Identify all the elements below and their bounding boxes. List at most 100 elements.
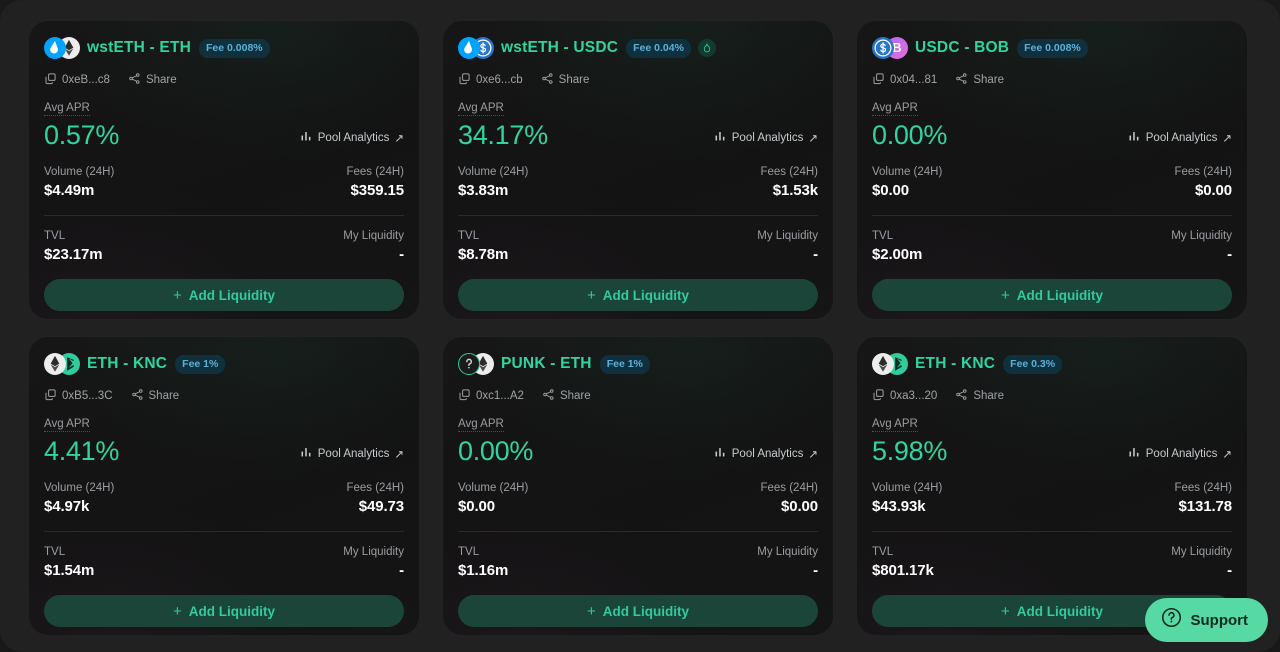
pool-analytics-link[interactable]: Pool Analytics ↗: [300, 446, 404, 465]
share-button[interactable]: Share: [128, 72, 177, 88]
volume-24h-stat: Volume (24H) $4.97k: [44, 482, 114, 515]
tvl-stat: TVL $801.17k: [872, 546, 934, 579]
add-liquidity-label: Add Liquidity: [188, 287, 275, 303]
add-liquidity-button[interactable]: + Add Liquidity: [872, 279, 1232, 312]
bar-chart-icon: [300, 446, 312, 461]
my-liquidity-label: My Liquidity: [1171, 546, 1232, 559]
card-divider: [44, 531, 404, 533]
add-liquidity-button[interactable]: + Add Liquidity: [44, 279, 404, 312]
token-pair-icons: B: [872, 37, 908, 59]
fees-24h-stat: Fees (24H) $0.00: [1174, 166, 1232, 199]
volume-24h-label: Volume (24H): [458, 166, 529, 179]
external-arrow-icon: ↗: [394, 132, 404, 145]
volume-fees-row: Volume (24H) $3.83m Fees (24H) $1.53k: [458, 166, 818, 199]
pool-analytics-link[interactable]: Pool Analytics ↗: [714, 130, 818, 149]
share-button[interactable]: Share: [542, 388, 591, 404]
volume-24h-label: Volume (24H): [872, 482, 943, 495]
my-liquidity-stat: My Liquidity -: [343, 230, 404, 263]
share-button[interactable]: Share: [131, 388, 179, 404]
pool-card[interactable]: wstETH - USDC Fee 0.04% 0xe6...cb Share Avg …: [442, 20, 834, 320]
add-liquidity-button[interactable]: + Add Liquidity: [44, 595, 404, 628]
tvl-liquidity-row: TVL $1.54m My Liquidity -: [44, 546, 404, 579]
pool-analytics-link[interactable]: Pool Analytics ↗: [1128, 446, 1232, 465]
external-arrow-icon: ↗: [394, 448, 404, 461]
pool-card[interactable]: wstETH - ETH Fee 0.008% 0xeB...c8 Share Avg …: [28, 20, 420, 320]
plus-icon: +: [1001, 286, 1010, 304]
share-label: Share: [559, 390, 591, 402]
copy-address-button[interactable]: 0x04...81: [872, 72, 937, 88]
pool-meta-row: 0xeB...c8 Share: [44, 72, 404, 88]
pool-card-header: wstETH - ETH Fee 0.008%: [44, 35, 404, 61]
tvl-value: $2.00m: [872, 246, 923, 264]
tvl-stat: TVL $1.16m: [458, 546, 508, 579]
pool-card-header: wstETH - USDC Fee 0.04%: [458, 35, 818, 61]
pool-pair-name: PUNK - ETH: [501, 355, 592, 372]
fee-badge: Fee 1%: [175, 354, 226, 374]
unknown-token-icon: [458, 353, 480, 375]
plus-icon: +: [587, 602, 596, 620]
fees-24h-label: Fees (24H): [760, 166, 818, 179]
share-icon: [541, 72, 559, 88]
fees-24h-label: Fees (24H): [1174, 166, 1232, 179]
add-liquidity-label: Add Liquidity: [602, 287, 689, 303]
copy-icon: [44, 388, 62, 404]
copy-address-button[interactable]: 0xc1...A2: [458, 388, 524, 404]
bar-chart-icon: [1128, 130, 1140, 145]
pool-card[interactable]: PUNK - ETH Fee 1% 0xc1...A2 Share Avg APR 0.0…: [442, 336, 834, 636]
volume-24h-value: $0.00: [872, 182, 910, 200]
tvl-label: TVL: [458, 546, 480, 559]
my-liquidity-label: My Liquidity: [757, 546, 818, 559]
pool-analytics-link[interactable]: Pool Analytics ↗: [300, 130, 404, 149]
pool-analytics-label: Pool Analytics: [1145, 131, 1218, 144]
share-button[interactable]: Share: [541, 72, 589, 88]
add-liquidity-button[interactable]: + Add Liquidity: [458, 279, 818, 312]
pool-analytics-link[interactable]: Pool Analytics ↗: [1128, 130, 1232, 149]
support-widget[interactable]: Support: [1144, 598, 1268, 642]
share-button[interactable]: Share: [955, 388, 1004, 404]
volume-24h-stat: Volume (24H) $0.00: [458, 482, 528, 515]
wsteth-icon: [458, 37, 480, 59]
add-liquidity-button[interactable]: + Add Liquidity: [458, 595, 818, 628]
pool-address: 0xc1...A2: [476, 390, 524, 402]
pool-analytics-link[interactable]: Pool Analytics ↗: [714, 446, 818, 465]
bar-chart-icon: [714, 446, 726, 461]
card-divider: [458, 531, 818, 533]
copy-address-button[interactable]: 0xeB...c8: [44, 72, 110, 88]
add-liquidity-label: Add Liquidity: [602, 603, 689, 619]
fee-badge: Fee 0.3%: [1003, 354, 1063, 374]
pool-card[interactable]: ETH - KNC Fee 1% 0xB5...3C Share Avg APR 4.41…: [28, 336, 420, 636]
tvl-label: TVL: [872, 230, 894, 243]
share-button[interactable]: Share: [955, 72, 1004, 88]
copy-address-button[interactable]: 0xa3...20: [872, 388, 937, 404]
tvl-value: $8.78m: [458, 246, 509, 264]
my-liquidity-value: -: [399, 246, 404, 264]
pool-meta-row: 0xc1...A2 Share: [458, 388, 818, 404]
farm-icon[interactable]: [697, 39, 716, 57]
share-icon: [542, 388, 560, 404]
plus-icon: +: [173, 602, 182, 620]
copy-address-button[interactable]: 0xB5...3C: [44, 388, 113, 404]
fees-24h-stat: Fees (24H) $131.78: [1174, 482, 1232, 515]
card-divider: [458, 215, 818, 217]
card-divider: [44, 215, 404, 217]
tvl-liquidity-row: TVL $8.78m My Liquidity -: [458, 230, 818, 263]
copy-icon: [44, 72, 62, 88]
pool-card[interactable]: B USDC - BOB Fee 0.008% 0x04...81 Share Avg A…: [856, 20, 1248, 320]
tvl-value: $23.17m: [44, 246, 103, 264]
avg-apr-value: 0.00%: [458, 436, 534, 466]
volume-fees-row: Volume (24H) $43.93k Fees (24H) $131.78: [872, 482, 1232, 515]
fees-24h-label: Fees (24H): [760, 482, 818, 495]
pool-address: 0x04...81: [890, 74, 938, 86]
volume-24h-label: Volume (24H): [44, 482, 115, 495]
volume-fees-row: Volume (24H) $4.49m Fees (24H) $359.15: [44, 166, 404, 199]
copy-icon: [458, 72, 476, 88]
add-liquidity-label: Add Liquidity: [1016, 287, 1103, 303]
share-icon: [955, 72, 973, 88]
copy-address-button[interactable]: 0xe6...cb: [458, 72, 523, 88]
token-pair-icons: [458, 353, 494, 375]
token-pair-icons: [44, 353, 80, 375]
apr-row: 4.41% Pool Analytics ↗: [44, 437, 404, 466]
pool-card[interactable]: ETH - KNC Fee 0.3% 0xa3...20 Share Avg APR 5.…: [856, 336, 1248, 636]
my-liquidity-label: My Liquidity: [343, 230, 404, 243]
